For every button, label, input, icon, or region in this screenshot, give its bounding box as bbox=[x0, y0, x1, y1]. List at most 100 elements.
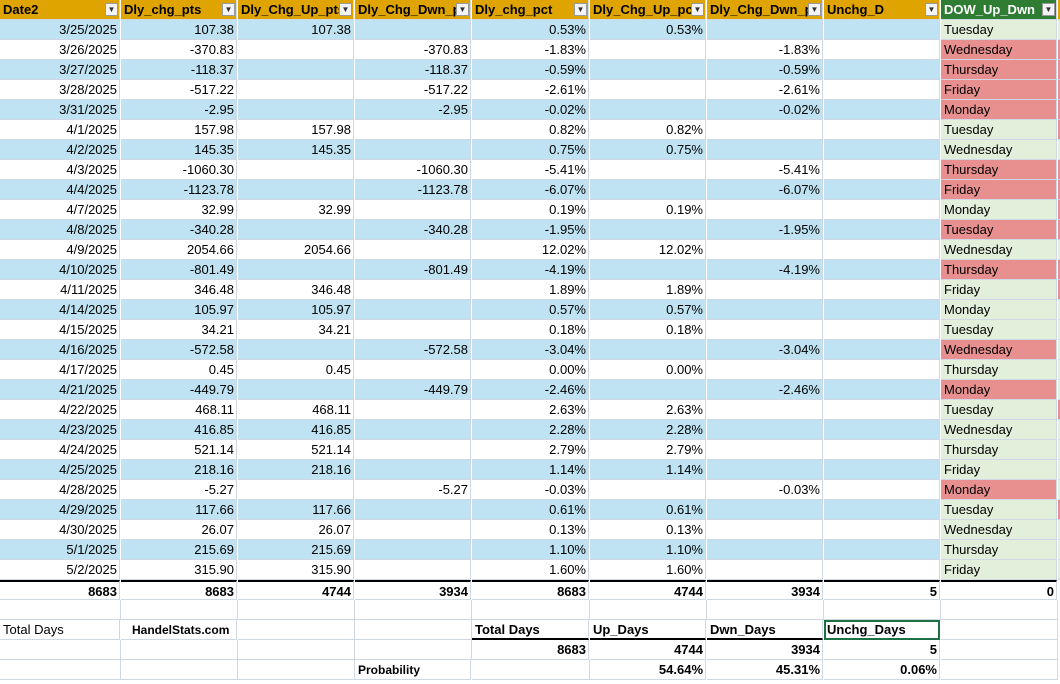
cell[interactable] bbox=[121, 660, 238, 680]
dow-cell[interactable]: Friday bbox=[941, 180, 1057, 200]
summary-unchg-days-value[interactable]: 5 bbox=[824, 640, 940, 660]
dwn-pts-cell[interactable]: -449.79 bbox=[355, 380, 471, 400]
col-header-unchg-d[interactable]: Unchg_D ▼ bbox=[824, 0, 940, 20]
unchg-cell[interactable] bbox=[824, 460, 940, 480]
dwn-pts-cell[interactable] bbox=[355, 140, 471, 160]
unchg-cell[interactable] bbox=[824, 80, 940, 100]
date-cell[interactable]: 4/7/2025 bbox=[0, 200, 120, 220]
col-header-dly-chg-dwn-pct[interactable]: Dly_Chg_Dwn_p ▼ bbox=[707, 0, 823, 20]
pct-cell[interactable]: 0.53% bbox=[472, 20, 589, 40]
up-pct-cell[interactable]: 1.10% bbox=[590, 540, 706, 560]
next-dow-cell[interactable]: T bbox=[1058, 140, 1060, 160]
up-pct-cell[interactable]: 0.00% bbox=[590, 360, 706, 380]
cell[interactable] bbox=[238, 600, 355, 620]
pct-cell[interactable]: -4.19% bbox=[472, 260, 589, 280]
dwn-pct-cell[interactable] bbox=[707, 240, 823, 260]
dwn-pct-cell[interactable] bbox=[707, 400, 823, 420]
pct-cell[interactable]: -5.41% bbox=[472, 160, 589, 180]
pts-cell[interactable]: 145.35 bbox=[121, 140, 237, 160]
up-pts-cell[interactable]: 218.16 bbox=[238, 460, 354, 480]
next-dow-cell[interactable]: T bbox=[1058, 40, 1060, 60]
dwn-pts-cell[interactable]: -118.37 bbox=[355, 60, 471, 80]
dwn-pts-cell[interactable] bbox=[355, 520, 471, 540]
dwn-pct-cell[interactable] bbox=[707, 420, 823, 440]
unchg-cell[interactable] bbox=[824, 220, 940, 240]
pts-cell[interactable]: 0.45 bbox=[121, 360, 237, 380]
unchg-cell[interactable] bbox=[824, 180, 940, 200]
up-pct-cell[interactable]: 0.57% bbox=[590, 300, 706, 320]
dwn-pts-cell[interactable]: -2.95 bbox=[355, 100, 471, 120]
pts-cell[interactable]: 416.85 bbox=[121, 420, 237, 440]
up-pct-cell[interactable]: 2.79% bbox=[590, 440, 706, 460]
unchg-cell[interactable] bbox=[824, 340, 940, 360]
up-pts-cell[interactable] bbox=[238, 40, 354, 60]
dwn-pts-cell[interactable] bbox=[355, 360, 471, 380]
pts-cell[interactable]: 215.69 bbox=[121, 540, 237, 560]
cell[interactable] bbox=[0, 660, 121, 680]
dwn-pct-cell[interactable]: -1.83% bbox=[707, 40, 823, 60]
total-date-count[interactable]: 8683 bbox=[0, 580, 120, 600]
dwn-pct-cell[interactable] bbox=[707, 460, 823, 480]
cell[interactable] bbox=[0, 600, 121, 620]
total-pct-count[interactable]: 8683 bbox=[472, 580, 589, 600]
next-dow-cell[interactable]: V bbox=[1058, 360, 1060, 380]
date-cell[interactable]: 4/16/2025 bbox=[0, 340, 120, 360]
pts-cell[interactable]: -370.83 bbox=[121, 40, 237, 60]
up-pct-cell[interactable]: 12.02% bbox=[590, 240, 706, 260]
dwn-pct-cell[interactable]: -4.19% bbox=[707, 260, 823, 280]
next-dow-cell[interactable]: T bbox=[1058, 380, 1060, 400]
date-cell[interactable]: 4/15/2025 bbox=[0, 320, 120, 340]
dwn-pct-cell[interactable] bbox=[707, 520, 823, 540]
date-cell[interactable]: 4/4/2025 bbox=[0, 180, 120, 200]
dwn-pts-cell[interactable] bbox=[355, 240, 471, 260]
dwn-pct-cell[interactable]: -2.61% bbox=[707, 80, 823, 100]
next-dow-cell[interactable]: N bbox=[1058, 120, 1060, 140]
dwn-pts-cell[interactable]: -1123.78 bbox=[355, 180, 471, 200]
unchg-cell[interactable] bbox=[824, 140, 940, 160]
pct-cell[interactable]: 2.79% bbox=[472, 440, 589, 460]
col-header-dly-chg-pct[interactable]: Dly_chg_pct ▼ bbox=[472, 0, 589, 20]
pct-cell[interactable]: -0.02% bbox=[472, 100, 589, 120]
unchg-cell[interactable] bbox=[824, 480, 940, 500]
up-pct-cell[interactable] bbox=[590, 380, 706, 400]
summary-total-days-value[interactable]: 8683 bbox=[472, 640, 589, 660]
pts-cell[interactable]: 521.14 bbox=[121, 440, 237, 460]
pct-cell[interactable]: -0.59% bbox=[472, 60, 589, 80]
pct-cell[interactable]: -2.61% bbox=[472, 80, 589, 100]
date-cell[interactable]: 4/1/2025 bbox=[0, 120, 120, 140]
pts-cell[interactable]: 157.98 bbox=[121, 120, 237, 140]
unchg-cell[interactable] bbox=[824, 440, 940, 460]
filter-dropdown-icon[interactable]: ▼ bbox=[574, 3, 587, 16]
cell[interactable] bbox=[824, 600, 941, 620]
up-pct-cell[interactable] bbox=[590, 180, 706, 200]
dow-cell[interactable]: Monday bbox=[941, 300, 1057, 320]
col-header-dly-chg-pts[interactable]: Dly_chg_pts ▼ bbox=[121, 0, 237, 20]
cell[interactable] bbox=[121, 600, 238, 620]
date-cell[interactable]: 4/23/2025 bbox=[0, 420, 120, 440]
dwn-pct-cell[interactable] bbox=[707, 20, 823, 40]
up-pts-cell[interactable]: 145.35 bbox=[238, 140, 354, 160]
pts-cell[interactable]: 346.48 bbox=[121, 280, 237, 300]
up-pts-cell[interactable]: 215.69 bbox=[238, 540, 354, 560]
dwn-pct-cell[interactable] bbox=[707, 540, 823, 560]
dwn-pct-cell[interactable] bbox=[707, 320, 823, 340]
pct-cell[interactable]: -3.04% bbox=[472, 340, 589, 360]
cell[interactable] bbox=[238, 620, 355, 640]
date-cell[interactable]: 4/3/2025 bbox=[0, 160, 120, 180]
unchg-cell[interactable] bbox=[824, 200, 940, 220]
filter-dropdown-icon[interactable]: ▼ bbox=[339, 3, 352, 16]
dow-cell[interactable]: Monday bbox=[941, 380, 1057, 400]
dow-cell[interactable]: Thursday bbox=[941, 540, 1057, 560]
pts-cell[interactable]: -2.95 bbox=[121, 100, 237, 120]
pts-cell[interactable]: 105.97 bbox=[121, 300, 237, 320]
summary-total-days-header[interactable]: Total Days bbox=[472, 620, 589, 640]
dwn-pct-cell[interactable] bbox=[707, 560, 823, 580]
date-cell[interactable]: 4/14/2025 bbox=[0, 300, 120, 320]
dow-cell[interactable]: Thursday bbox=[941, 60, 1057, 80]
unchg-cell[interactable] bbox=[824, 100, 940, 120]
dwn-pct-cell[interactable] bbox=[707, 360, 823, 380]
date-cell[interactable]: 4/8/2025 bbox=[0, 220, 120, 240]
pts-cell[interactable]: -1123.78 bbox=[121, 180, 237, 200]
date-cell[interactable]: 3/26/2025 bbox=[0, 40, 120, 60]
filter-dropdown-icon[interactable]: ▼ bbox=[222, 3, 235, 16]
